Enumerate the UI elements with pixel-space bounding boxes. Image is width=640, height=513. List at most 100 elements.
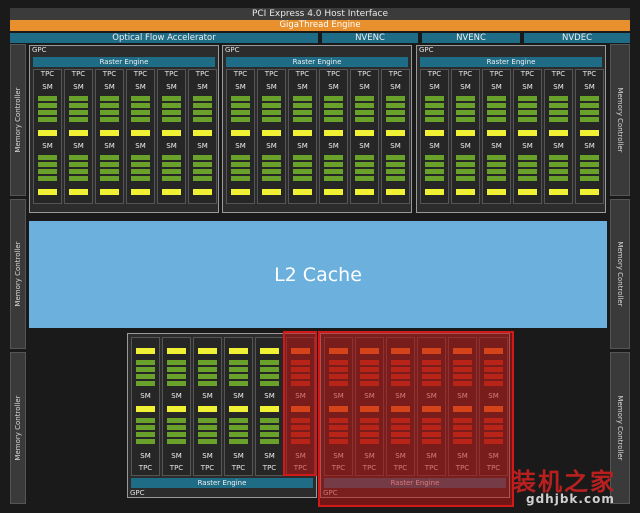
l1-cache-block	[229, 406, 248, 412]
sm-core-block	[293, 96, 312, 101]
sm-core-block	[231, 117, 250, 122]
l1-cache-block	[386, 130, 405, 136]
tpc	[64, 69, 93, 204]
sm-core-block	[324, 169, 343, 174]
sm-core-block	[260, 418, 279, 423]
sm-core-block	[231, 176, 250, 181]
sm-core-block	[386, 96, 405, 101]
sm-core-block	[456, 169, 475, 174]
sm-core-block	[355, 155, 374, 160]
sm-core-block	[425, 96, 444, 101]
memory-controller-left-3: Memory Controller	[10, 352, 26, 504]
sm-core-block	[487, 176, 506, 181]
watermark-text: 装机之家	[512, 468, 616, 496]
sm-core-block	[38, 162, 57, 167]
sm-core-block	[580, 176, 599, 181]
sm-core-block	[386, 162, 405, 167]
sm-label: SM	[202, 392, 213, 400]
sm-core-block	[167, 425, 186, 430]
tpc	[350, 69, 379, 204]
sm-label: SM	[553, 142, 564, 150]
memory-controller-right-3: Memory Controller	[610, 352, 630, 504]
sm-label: SM	[460, 142, 471, 150]
sm-core-block	[136, 360, 155, 365]
tpc-label: TPC	[295, 70, 310, 78]
sm-label: SM	[460, 83, 471, 91]
tpc-label: TPC	[231, 464, 246, 472]
l1-cache-block	[355, 130, 374, 136]
tpc	[33, 69, 62, 204]
sm-core-block	[549, 96, 568, 101]
sm-label: SM	[233, 452, 244, 460]
memory-controller-right-1: Memory Controller	[610, 44, 630, 196]
sm-core-block	[518, 176, 537, 181]
sm-core-block	[518, 162, 537, 167]
sm-label: SM	[266, 142, 277, 150]
gpc-label: GPC	[419, 46, 434, 54]
sm-label: SM	[522, 83, 533, 91]
sm-core-block	[580, 103, 599, 108]
l2-cache: L2 Cache	[29, 221, 607, 328]
sm-core-block	[100, 117, 119, 122]
sm-core-block	[229, 425, 248, 430]
sm-label: SM	[135, 83, 146, 91]
sm-core-block	[198, 418, 217, 423]
l1-cache-block	[260, 348, 279, 354]
sm-core-block	[355, 96, 374, 101]
sm-core-block	[193, 162, 212, 167]
sm-core-block	[324, 162, 343, 167]
sm-core-block	[38, 96, 57, 101]
sm-core-block	[162, 96, 181, 101]
sm-core-block	[131, 117, 150, 122]
tpc-label: TPC	[357, 70, 372, 78]
sm-core-block	[456, 103, 475, 108]
sm-core-block	[38, 176, 57, 181]
sm-core-block	[425, 117, 444, 122]
l1-cache-block	[549, 130, 568, 136]
sm-label: SM	[429, 142, 440, 150]
sm-core-block	[231, 96, 250, 101]
sm-core-block	[131, 110, 150, 115]
sm-core-block	[38, 155, 57, 160]
l1-cache-block	[100, 130, 119, 136]
tpc	[513, 69, 542, 204]
sm-core-block	[136, 374, 155, 379]
sm-core-block	[231, 103, 250, 108]
sm-core-block	[355, 162, 374, 167]
l1-cache-block	[293, 189, 312, 195]
sm-core-block	[386, 117, 405, 122]
sm-core-block	[167, 360, 186, 365]
sm-core-block	[549, 110, 568, 115]
sm-core-block	[487, 162, 506, 167]
sm-core-block	[549, 103, 568, 108]
sm-core-block	[198, 432, 217, 437]
sm-core-block	[425, 155, 444, 160]
sm-core-block	[69, 103, 88, 108]
sm-label: SM	[202, 452, 213, 460]
tpc	[482, 69, 511, 204]
sm-core-block	[136, 432, 155, 437]
sm-label: SM	[584, 142, 595, 150]
sm-core-block	[262, 169, 281, 174]
sm-core-block	[100, 96, 119, 101]
sm-core-block	[136, 439, 155, 444]
sm-core-block	[231, 155, 250, 160]
l1-cache-block	[193, 130, 212, 136]
tpc-label: TPC	[264, 70, 279, 78]
tpc-label: TPC	[169, 464, 184, 472]
sm-core-block	[293, 117, 312, 122]
sm-label: SM	[197, 83, 208, 91]
sm-core-block	[549, 117, 568, 122]
sm-core-block	[386, 176, 405, 181]
sm-core-block	[487, 110, 506, 115]
sm-core-block	[324, 110, 343, 115]
l1-cache-block	[580, 189, 599, 195]
sm-label: SM	[264, 392, 275, 400]
sm-core-block	[549, 155, 568, 160]
sm-core-block	[231, 169, 250, 174]
sm-label: SM	[166, 142, 177, 150]
sm-core-block	[198, 425, 217, 430]
sm-core-block	[162, 103, 181, 108]
tpc	[288, 69, 317, 204]
l1-cache-block	[198, 406, 217, 412]
